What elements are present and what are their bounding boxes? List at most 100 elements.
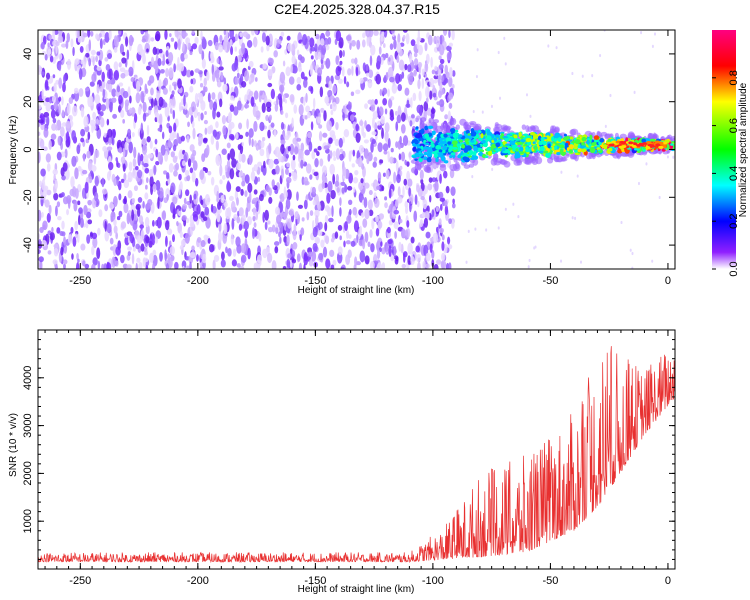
noise-mark [263, 160, 266, 169]
colorbar-tick-label: 0.2 [728, 214, 740, 229]
noise-mark [377, 171, 382, 182]
signal-mark [435, 157, 439, 163]
noise-mark [361, 39, 366, 48]
noise-mark [94, 175, 99, 187]
noise-mark [99, 85, 104, 92]
sparse-noise-mark [471, 175, 474, 179]
signal-mark [415, 148, 422, 151]
noise-mark [350, 91, 355, 97]
noise-mark [38, 64, 42, 75]
noise-mark [340, 266, 345, 269]
noise-mark [389, 156, 394, 164]
noise-mark [104, 32, 110, 43]
noise-mark [120, 72, 126, 79]
noise-mark [127, 251, 131, 256]
noise-mark [58, 61, 62, 72]
noise-mark [397, 196, 403, 204]
noise-mark [282, 265, 287, 269]
noise-mark [200, 112, 204, 121]
noise-mark [436, 43, 439, 48]
noise-mark [334, 180, 340, 187]
noise-mark [173, 170, 178, 177]
noise-mark [268, 57, 274, 65]
noise-mark [170, 182, 176, 194]
noise-mark [376, 185, 381, 191]
noise-mark [229, 121, 235, 130]
noise-mark [384, 130, 389, 142]
noise-mark [110, 211, 116, 222]
noise-mark [305, 194, 309, 200]
noise-mark [245, 131, 249, 137]
noise-mark [143, 153, 149, 165]
x-tick-label: -200 [187, 575, 209, 587]
noise-mark [306, 211, 310, 221]
noise-mark [204, 206, 210, 216]
x-tick-label: -250 [69, 275, 91, 287]
noise-mark [399, 170, 403, 177]
noise-mark [192, 213, 199, 222]
noise-mark [317, 229, 323, 237]
noise-mark [221, 114, 227, 125]
noise-mark [300, 142, 305, 152]
noise-mark [137, 197, 143, 203]
noise-mark [364, 103, 369, 109]
noise-mark [384, 242, 389, 252]
noise-mark [267, 220, 271, 225]
noise-mark [448, 262, 452, 269]
noise-mark [150, 56, 155, 66]
noise-mark [404, 87, 410, 96]
noise-mark [293, 104, 298, 114]
noise-mark [270, 122, 275, 128]
noise-mark [38, 248, 41, 255]
noise-mark [87, 131, 91, 140]
noise-mark [52, 259, 58, 265]
noise-mark [91, 263, 96, 269]
noise-mark [359, 77, 364, 84]
noise-mark [129, 95, 132, 104]
noise-mark [257, 161, 263, 167]
noise-mark [445, 71, 450, 79]
noise-mark [187, 158, 192, 167]
noise-mark [367, 199, 373, 210]
noise-mark [202, 138, 208, 144]
noise-mark [55, 41, 60, 47]
noise-mark [426, 87, 430, 98]
noise-mark [111, 97, 117, 103]
noise-mark [115, 232, 118, 240]
signal-mark [443, 133, 448, 138]
noise-mark [240, 254, 247, 264]
noise-mark [398, 59, 405, 71]
noise-mark [52, 169, 59, 176]
noise-mark [65, 120, 71, 129]
colorbar-label: Normalized spectral amplitude [738, 82, 749, 217]
noise-mark [70, 38, 74, 48]
noise-mark [211, 92, 216, 100]
noise-mark [118, 30, 122, 36]
signal-mark [603, 144, 608, 150]
noise-mark [172, 234, 175, 243]
noise-mark [180, 239, 186, 247]
noise-mark [245, 207, 249, 218]
noise-mark [140, 243, 145, 252]
noise-mark [170, 37, 175, 42]
noise-mark [194, 36, 199, 45]
noise-mark [260, 140, 265, 149]
noise-mark [118, 193, 122, 201]
noise-mark [429, 243, 433, 254]
noise-mark [135, 80, 141, 93]
signal-haze-mark [431, 122, 438, 131]
noise-mark [292, 154, 296, 161]
noise-mark [41, 179, 46, 191]
signal-core-mark [654, 140, 660, 144]
noise-mark [142, 101, 147, 113]
noise-mark [111, 88, 117, 97]
noise-mark [186, 135, 190, 143]
signal-haze-mark [455, 161, 460, 170]
noise-mark [99, 38, 103, 50]
noise-mark [47, 49, 52, 55]
noise-mark [421, 211, 426, 218]
noise-mark [314, 110, 317, 119]
noise-mark [216, 72, 220, 83]
noise-mark [368, 190, 373, 196]
noise-mark [149, 233, 153, 245]
